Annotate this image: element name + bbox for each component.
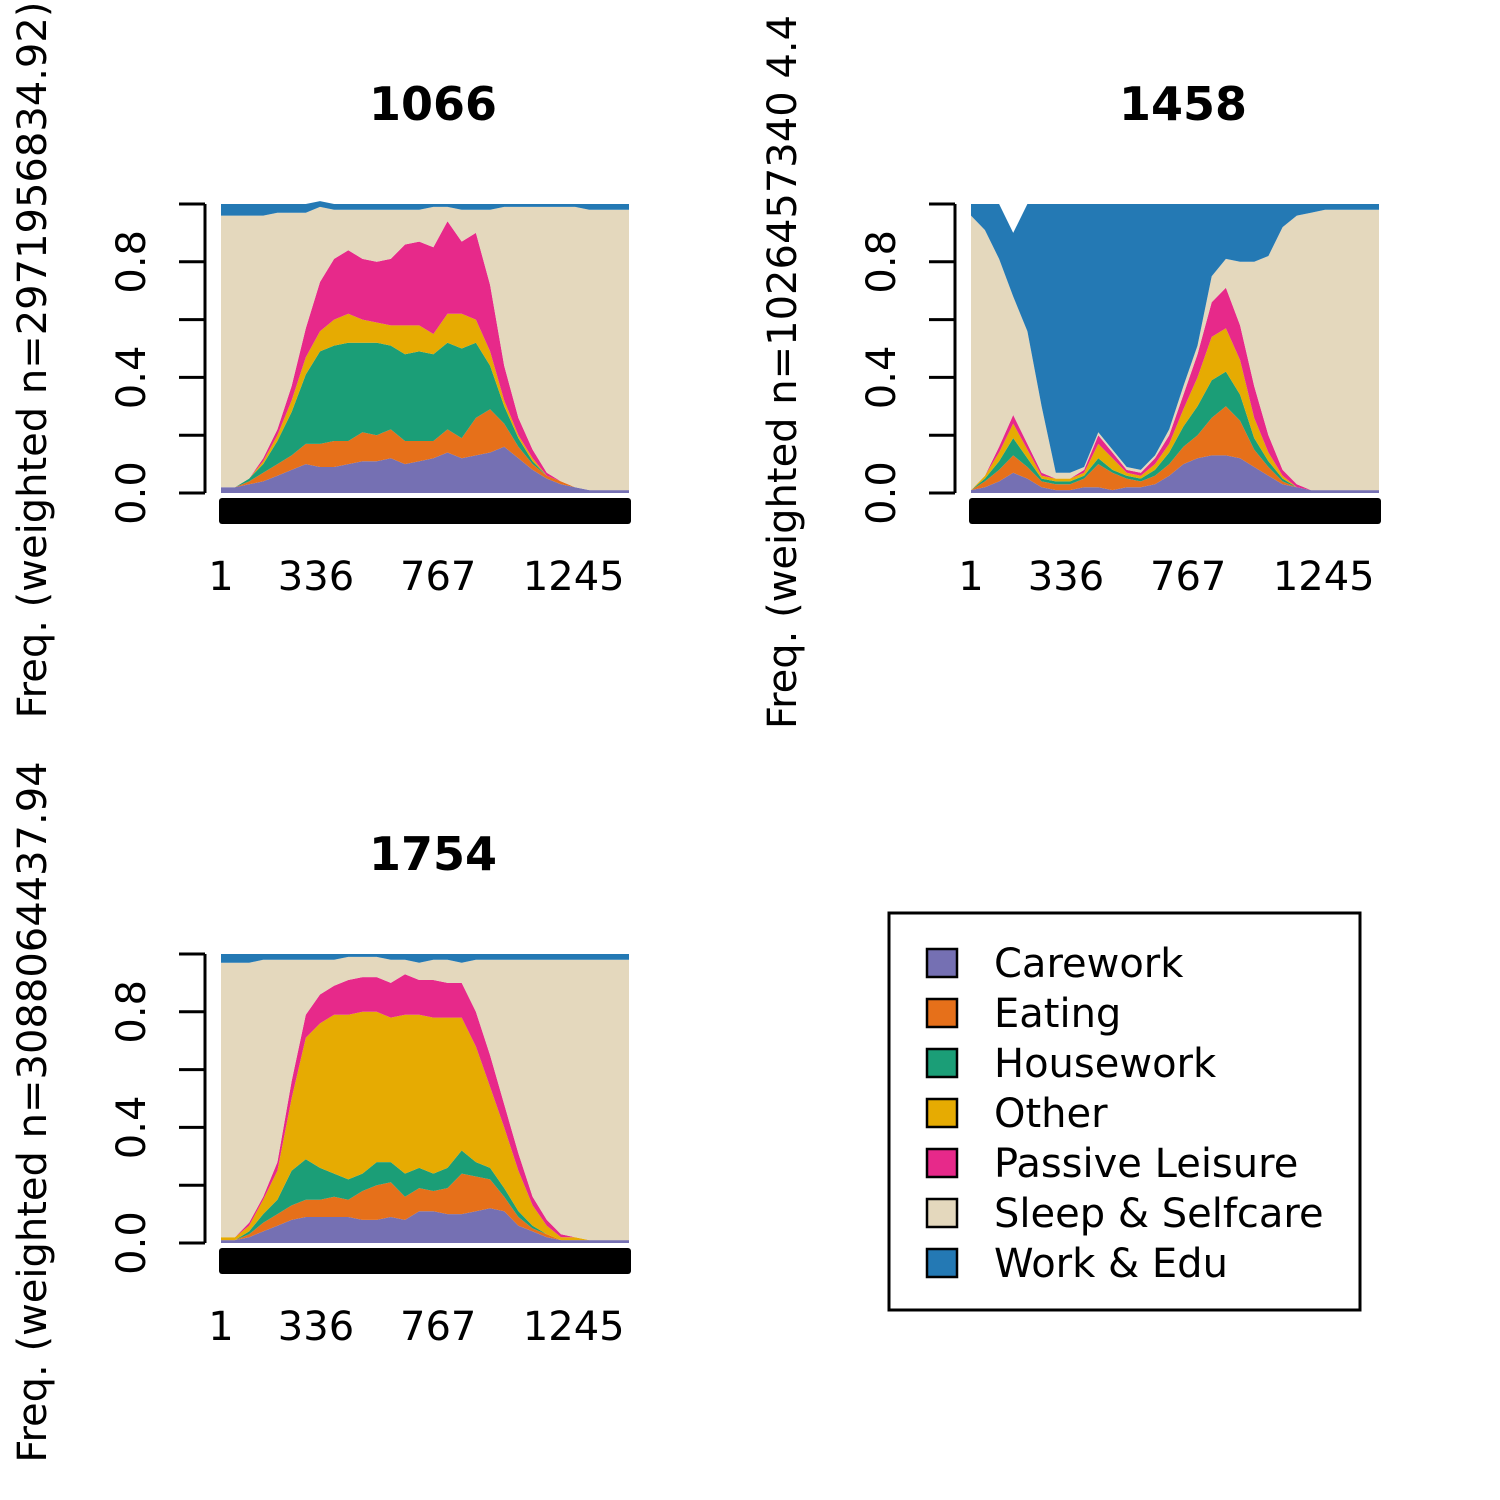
sequence-bar — [969, 498, 1381, 524]
area-sleep-selfcare — [971, 209, 1379, 491]
x-tick-label: 336 — [278, 554, 354, 600]
legend-label-other: Other — [994, 1091, 1108, 1137]
area-carework — [221, 1208, 629, 1243]
legend-label-sleep-selfcare: Sleep & Selfcare — [994, 1191, 1324, 1237]
x-tick-label: 1 — [208, 554, 233, 600]
x-tick-label: 1245 — [1273, 554, 1375, 600]
area-sleep-selfcare — [221, 206, 629, 491]
chart-panel-3: Freq. (weighted n=3088064437.94 1754 0.0… — [10, 761, 631, 1463]
chart-title: 1066 — [369, 77, 497, 131]
legend-swatch-other — [925, 1097, 959, 1129]
legend-swatch-carework — [925, 947, 959, 979]
y-tick-label: 0.4 — [109, 346, 155, 410]
y-tick-label: 0.0 — [859, 461, 905, 525]
x-tick-label: 1245 — [523, 554, 625, 600]
y-tick-label: 0.4 — [109, 1096, 155, 1160]
area-work-edu — [221, 201, 629, 216]
legend-swatch-housework — [925, 1047, 959, 1079]
area-eating — [221, 409, 629, 491]
legend-label-work-edu: Work & Edu — [994, 1241, 1228, 1287]
x-tick-label: 767 — [400, 554, 476, 600]
y-tick-label: 0.0 — [109, 461, 155, 525]
x-tick-label: 1245 — [523, 1304, 625, 1350]
area-carework — [971, 455, 1379, 493]
chart-title: 1754 — [369, 827, 497, 881]
area-other — [221, 313, 629, 491]
legend-swatch-sleep-selfcare — [925, 1197, 959, 1229]
y-tick-label: 0.4 — [859, 346, 905, 410]
x-tick-label: 1 — [208, 1304, 233, 1350]
y-axis-label: Freq. (weighted n=1026457340 4.4 — [760, 15, 806, 729]
legend-swatch-eating — [925, 997, 959, 1029]
area-work-edu — [971, 204, 1379, 473]
chart-title: 1458 — [1119, 77, 1247, 131]
y-tick-label: 0.8 — [109, 980, 155, 1044]
legend-label-housework: Housework — [994, 1041, 1217, 1087]
legend-swatch-work-edu — [925, 1247, 959, 1279]
area-carework — [221, 446, 629, 493]
chart-panel-1: Freq. (weighted n=2971956834.92) 1066 0.… — [10, 2, 631, 719]
area-work-edu — [221, 954, 629, 963]
sequence-bar — [219, 498, 631, 524]
legend-box — [887, 911, 1362, 1312]
legend-label-eating: Eating — [994, 991, 1121, 1037]
x-tick-label: 1 — [958, 554, 983, 600]
y-axis-label: Freq. (weighted n=3088064437.94 — [10, 761, 56, 1462]
x-tick-label: 336 — [278, 1304, 354, 1350]
y-tick-label: 0.8 — [859, 230, 905, 294]
legend-label-carework: Carework — [994, 941, 1184, 987]
legend-label-passive-leisure: Passive Leisure — [994, 1141, 1298, 1187]
area-housework — [221, 342, 629, 491]
area-passive-leisure — [221, 221, 629, 491]
x-tick-label: 336 — [1028, 554, 1104, 600]
x-tick-label: 767 — [1150, 554, 1226, 600]
area-housework — [221, 1150, 629, 1241]
area-sleep-selfcare — [221, 956, 629, 1241]
y-tick-label: 0.8 — [109, 230, 155, 294]
plot-area: 0.0 0.4 0.8 1 336 767 1245 — [109, 952, 631, 1350]
x-tick-label: 767 — [400, 1304, 476, 1350]
chart-panel-2: Freq. (weighted n=1026457340 4.4 1458 0.… — [760, 15, 1381, 729]
area-eating — [221, 1173, 629, 1241]
plot-area: 0.0 0.4 0.8 1 336 767 1245 — [859, 202, 1381, 600]
plot-area: 0.0 0.4 0.8 1 336 767 1245 — [109, 201, 631, 600]
area-other — [221, 1011, 629, 1241]
y-axis-label: Freq. (weighted n=2971956834.92) — [10, 2, 56, 719]
sequence-bar — [219, 1248, 631, 1274]
y-tick-label: 0.0 — [109, 1211, 155, 1275]
legend-swatch-passive-leisure — [925, 1147, 959, 1179]
